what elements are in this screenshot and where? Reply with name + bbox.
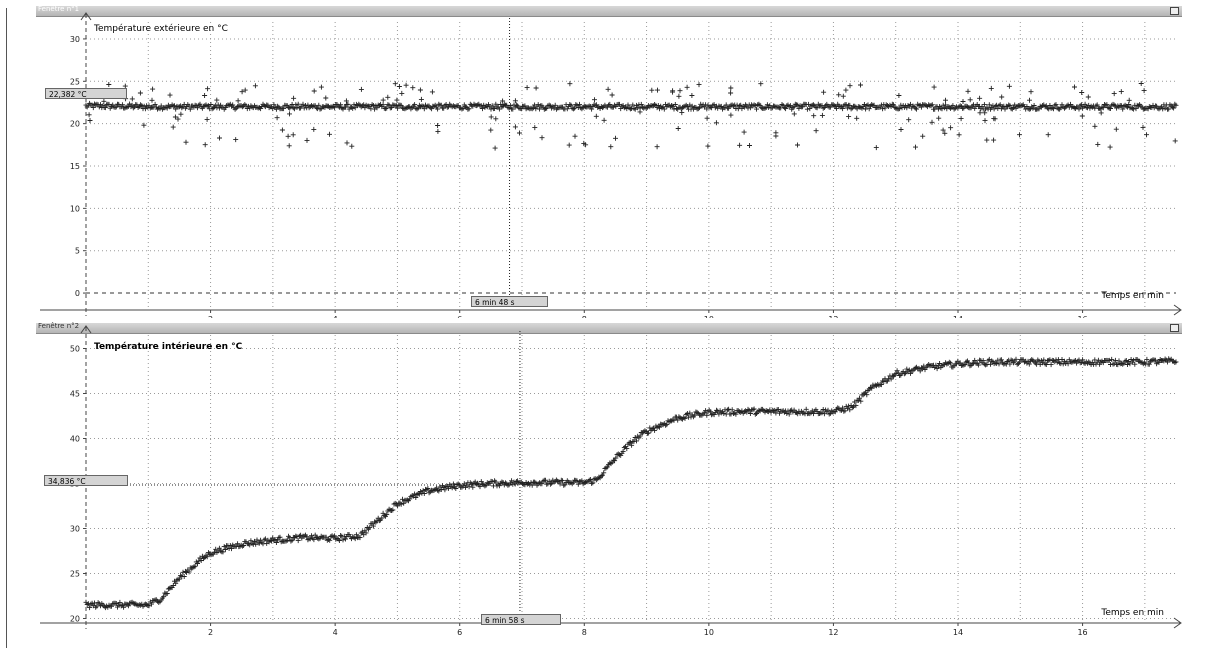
left-frame — [6, 8, 7, 648]
y-tick-label: 20 — [70, 120, 80, 129]
y-tick-label: 30 — [70, 525, 80, 534]
x-tick-label: 16 — [1077, 315, 1087, 318]
y-axis-arrow — [80, 12, 92, 21]
grid — [86, 22, 1176, 310]
chart-exterior-temperature[interactable]: 2 4 6 8 10 12 14 16 0 5 10 15 20 25 30 Température ext… — [0, 6, 1182, 318]
grid — [86, 335, 1176, 623]
data-points — [83, 356, 1179, 611]
y-tick-label: 25 — [70, 77, 80, 86]
x-tick-label: 12 — [828, 315, 838, 318]
data-points — [83, 81, 1179, 151]
x-tick-label: 6 — [457, 628, 462, 637]
y-axis-arrow — [80, 325, 92, 334]
y-tick-label: 5 — [75, 247, 80, 256]
window-1-titlebar[interactable]: Fenêtre n°1 — [36, 5, 1182, 17]
axes: 24681012141620253035404550 — [40, 325, 1182, 637]
x-tick-label: 10 — [704, 315, 714, 318]
x-tick-label: 14 — [953, 315, 963, 318]
cursor-y-readout[interactable]: 34,836 °C — [44, 475, 128, 486]
cursor-x-readout[interactable]: 6 min 48 s — [471, 296, 548, 307]
window-1: Fenêtre n°1 2 4 6 8 10 12 14 16 0 5 10 15 20 25 30 Tem… — [0, 5, 1182, 318]
chart-interior-temperature[interactable]: 24681012141620253035404550 Température i… — [0, 323, 1182, 647]
x-axis-arrow — [1173, 304, 1182, 316]
cursor-y-readout[interactable]: 22,382 °C — [45, 88, 127, 99]
y-tick-label: 45 — [70, 390, 80, 399]
x-tick-label: 4 — [333, 315, 338, 318]
y-tick-label: 50 — [70, 345, 80, 354]
x-axis-label: Temps en min — [1100, 291, 1164, 301]
x-tick-label: 2 — [208, 628, 213, 637]
y-tick-label: 20 — [70, 615, 80, 624]
maximize-icon[interactable] — [1170, 7, 1179, 15]
cursor-lines[interactable] — [46, 331, 521, 613]
x-tick-label: 4 — [333, 628, 338, 637]
y-tick-label: 15 — [70, 162, 80, 171]
x-tick-label: 12 — [828, 628, 838, 637]
window-2: Fenêtre n°2 24681012141620253035404550 T… — [0, 322, 1182, 647]
window-1-title: Fenêtre n°1 — [38, 5, 80, 13]
x-tick-label: 8 — [582, 315, 587, 318]
x-axis-label: Temps en min — [1100, 608, 1164, 618]
x-tick-label: 10 — [704, 628, 714, 637]
x-tick-label: 16 — [1077, 628, 1087, 637]
maximize-icon[interactable] — [1170, 324, 1179, 332]
window-2-titlebar[interactable]: Fenêtre n°2 — [36, 322, 1182, 334]
y-tick-label: 10 — [70, 204, 80, 213]
cursor-x-readout[interactable]: 6 min 58 s — [481, 614, 561, 625]
x-axis-arrow — [1173, 617, 1182, 629]
chart-title: Température intérieure en °C — [94, 341, 243, 352]
y-tick-label: 0 — [75, 289, 80, 298]
x-tick-label: 14 — [953, 628, 963, 637]
data-point-markers — [83, 81, 1179, 151]
y-tick-label: 40 — [70, 435, 80, 444]
x-tick-label: 8 — [582, 628, 587, 637]
x-tick-label: 2 — [208, 315, 213, 318]
axes: 2 4 6 8 10 12 14 16 0 5 10 15 20 25 30 — [40, 12, 1182, 318]
chart-title: Température extérieure en °C — [93, 23, 228, 34]
data-point-markers — [83, 356, 1179, 611]
window-2-title: Fenêtre n°2 — [38, 322, 80, 330]
y-tick-label: 25 — [70, 570, 80, 579]
y-tick-label: 30 — [70, 35, 80, 44]
x-tick-label: 6 — [457, 315, 462, 318]
